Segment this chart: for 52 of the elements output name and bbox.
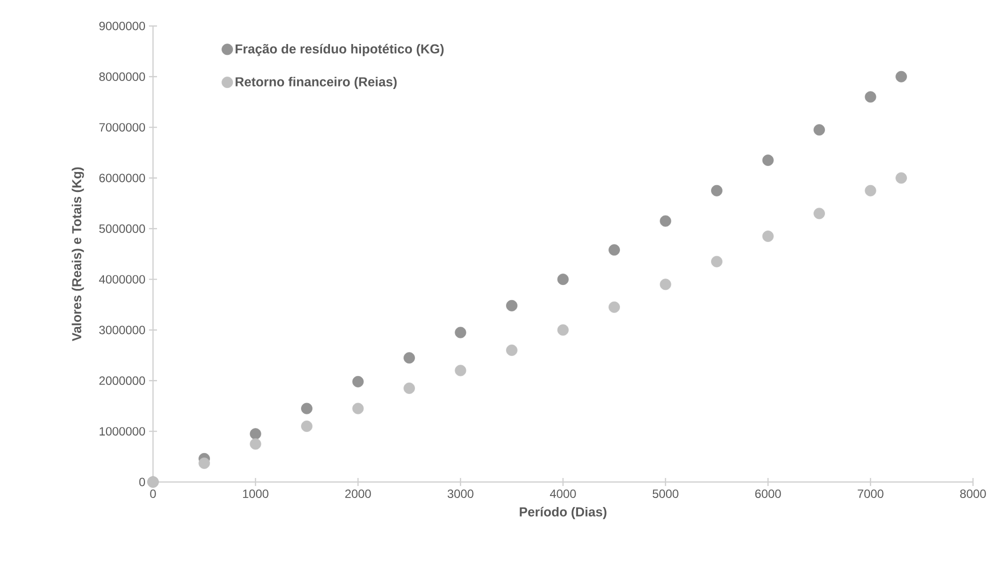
point [506, 344, 518, 356]
point [454, 364, 466, 376]
point [454, 326, 466, 338]
point [506, 300, 518, 312]
y-tick-label: 1000000 [100, 427, 146, 436]
point [660, 215, 672, 227]
point [352, 402, 364, 414]
point [814, 124, 825, 136]
point [711, 184, 722, 196]
y-tick-label: 3000000 [99, 326, 146, 334]
point [557, 274, 569, 286]
point [762, 230, 774, 242]
point [301, 420, 312, 432]
point [250, 428, 262, 440]
y-tick-label: 8000000 [99, 72, 146, 81]
legend-label: Retorno financeiro (Reias) [236, 76, 397, 89]
x-axis-title: Período (Dias) [520, 506, 606, 520]
y-tick-label: 0 [139, 478, 146, 486]
point [608, 301, 620, 313]
x-tick-label: 8000 [960, 490, 986, 498]
x-tick-label: 6000 [755, 490, 781, 498]
point [814, 208, 825, 220]
point [896, 172, 907, 184]
legend-label: Fração de resíduo hipotético (KG) [236, 44, 444, 56]
y-tick-label: 5000000 [99, 224, 146, 233]
y-tick-label: 4000000 [99, 275, 146, 284]
point [557, 324, 569, 336]
x-tick-label: 7000 [858, 490, 884, 498]
x-tick-label: 3000 [448, 490, 474, 498]
point [864, 91, 876, 103]
y-tick-label: 7000000 [99, 123, 146, 132]
x-tick-label: 1000 [243, 490, 268, 498]
point [762, 154, 774, 166]
point [404, 352, 415, 364]
point [711, 256, 722, 268]
point [660, 278, 672, 290]
x-tick-label: 0 [150, 490, 156, 498]
x-tick-label: 2000 [345, 490, 371, 498]
point [864, 184, 876, 196]
point [404, 382, 415, 394]
point [250, 438, 262, 450]
x-tick-label: 4000 [550, 490, 576, 498]
point [608, 244, 620, 256]
x-tick-label: 5000 [652, 490, 678, 498]
point [301, 402, 312, 414]
point [352, 376, 364, 388]
point [198, 458, 210, 469]
y-tick-label: 9000000 [99, 22, 146, 30]
point [896, 70, 907, 82]
y-tick-label: 2000000 [99, 376, 146, 385]
y-tick-label: 6000000 [99, 174, 146, 182]
y-axis-title: Valores (Reais) e Totais (Kg) [72, 167, 84, 342]
